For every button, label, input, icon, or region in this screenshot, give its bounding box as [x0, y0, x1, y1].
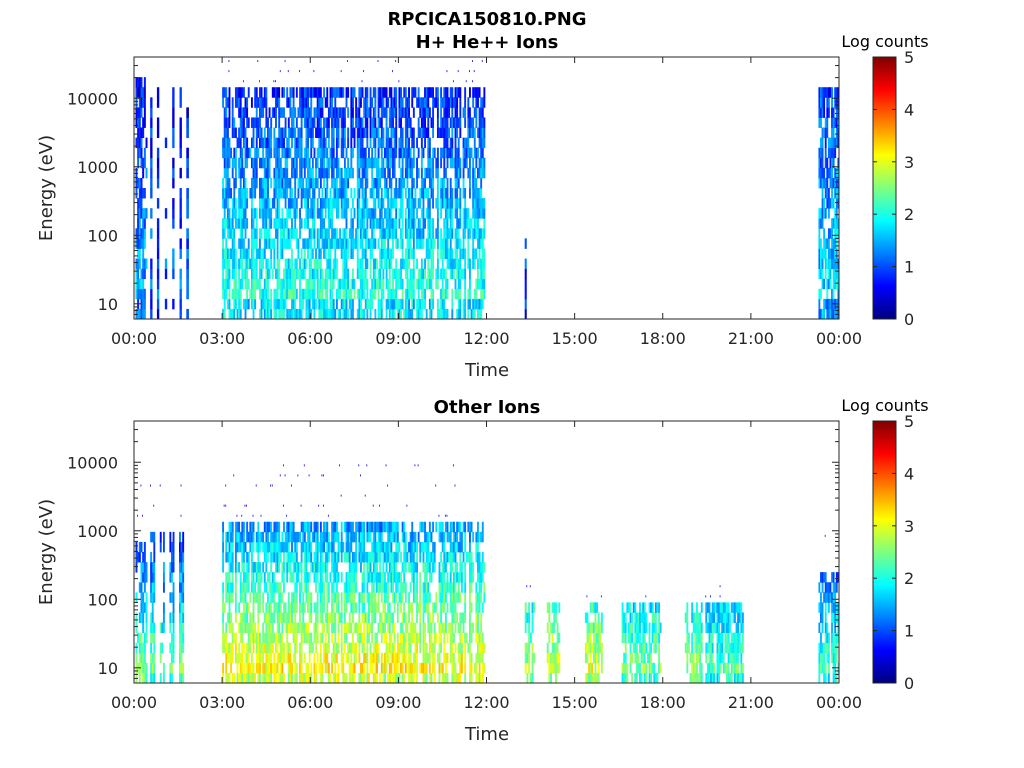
x-tick-label: 15:00: [552, 329, 598, 348]
y-axis-label: Energy (eV): [36, 135, 57, 241]
y-tick-label: 10: [98, 659, 118, 678]
colorbar-tick-label: 2: [904, 569, 914, 588]
spectrogram: [135, 60, 839, 319]
colorbar-tick-label: 4: [904, 464, 914, 483]
colorbar-label: Log counts: [841, 32, 928, 51]
y-tick-label: 100: [87, 590, 118, 609]
x-tick-label: 00:00: [816, 329, 862, 348]
x-tick-label: 18:00: [640, 693, 686, 712]
x-tick-label: 12:00: [463, 693, 509, 712]
x-tick-label: 21:00: [728, 329, 774, 348]
x-tick-label: 06:00: [287, 693, 333, 712]
x-tick-label: 06:00: [287, 329, 333, 348]
x-tick-label: 21:00: [728, 693, 774, 712]
plot-frame: [133, 420, 840, 684]
colorbar-tick-label: 1: [904, 622, 914, 641]
x-tick-label: 09:00: [375, 329, 421, 348]
colorbar-tick-label: 0: [904, 310, 914, 329]
y-tick-label: 100: [87, 226, 118, 245]
colorbar-tick-label: 2: [904, 205, 914, 224]
colorbar-tick-label: 5: [904, 48, 914, 67]
figure-title: RPCICA150810.PNG: [387, 9, 586, 30]
colorbar-tick-label: 3: [904, 517, 914, 536]
spectrogram: [135, 464, 839, 683]
colorbar-ticks: 0 1 2 3 4 5: [873, 48, 914, 329]
colorbar-ticks: 0 1 2 3 4 5: [873, 412, 914, 693]
x-axis-label: Time: [464, 724, 509, 745]
x-tick-label: 12:00: [463, 329, 509, 348]
y-tick-label: 1000: [77, 158, 118, 177]
axis-ticks: 00:00 03:00 06:00 09:00 12:00 15:00 18:00 21:00…: [67, 420, 862, 712]
y-tick-label: 10000: [67, 453, 118, 472]
x-tick-label: 03:00: [199, 693, 245, 712]
colorbar: [872, 56, 897, 320]
colorbar-tick-label: 3: [904, 153, 914, 172]
panel-other-ions: Other Ions 00:00 03:00 06:00 09:00 12:00 15:0…: [36, 396, 929, 745]
colorbar-tick-label: 1: [904, 258, 914, 277]
x-tick-label: 18:00: [640, 329, 686, 348]
panel-h-he-ions: H+ He++ Ions 00:00 03:00 06:00 09:00 12:00 15…: [36, 32, 929, 381]
y-tick-label: 1000: [77, 522, 118, 541]
colorbar-tick-label: 5: [904, 412, 914, 431]
axis-ticks: 00:00 03:00 06:00 09:00 12:00 15:00 18:00 21:00…: [67, 56, 862, 348]
x-tick-label: 09:00: [375, 693, 421, 712]
x-tick-label: 00:00: [816, 693, 862, 712]
panel-title: Other Ions: [434, 397, 541, 418]
x-tick-label: 00:00: [111, 693, 157, 712]
y-axis-label: Energy (eV): [36, 499, 57, 605]
x-axis-label: Time: [464, 360, 509, 381]
colorbar-label: Log counts: [841, 396, 928, 415]
x-tick-label: 00:00: [111, 329, 157, 348]
colorbar-tick-label: 0: [904, 674, 914, 693]
y-tick-label: 10: [98, 295, 118, 314]
plot-frame: [133, 56, 840, 320]
x-tick-label: 03:00: [199, 329, 245, 348]
panel-title: H+ He++ Ions: [416, 32, 559, 53]
colorbar: [872, 420, 897, 684]
y-tick-label: 10000: [67, 89, 118, 108]
x-tick-label: 15:00: [552, 693, 598, 712]
colorbar-tick-label: 4: [904, 100, 914, 119]
